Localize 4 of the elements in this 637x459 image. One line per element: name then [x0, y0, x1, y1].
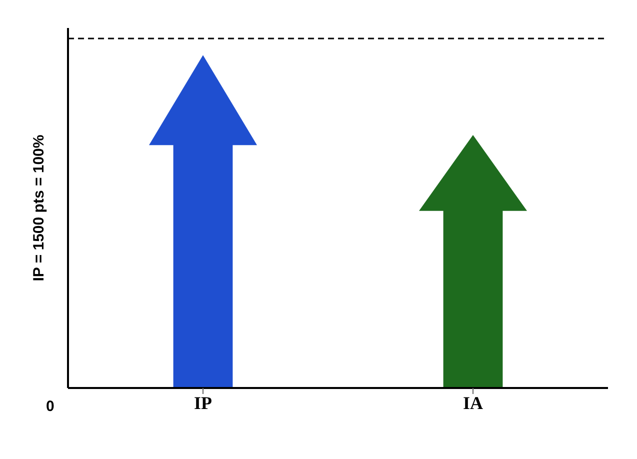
x-tick-label: IP — [194, 392, 212, 413]
y-axis-title: IP = 1500 pts = 100% — [30, 134, 48, 282]
text: 0 — [46, 398, 54, 415]
x-tick-label: IA — [462, 392, 484, 413]
